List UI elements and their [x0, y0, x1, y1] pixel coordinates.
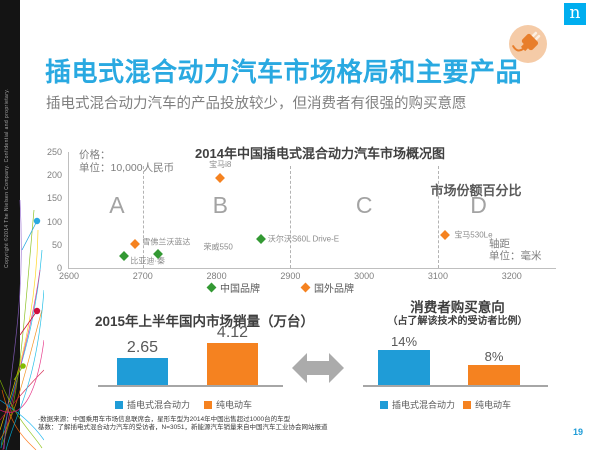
legend-item: 国外品牌: [300, 280, 354, 295]
scatter-chart-title: 2014年中国插电式混合动力汽车市场概况图: [195, 146, 445, 161]
legend-swatch: [204, 400, 213, 409]
legend-label: 插电式混合动力: [392, 400, 456, 410]
x-axis-tick: 2600: [58, 271, 80, 281]
y-axis-label-line: 单位：10,000人民币: [79, 162, 175, 174]
legend-swatch: [463, 400, 472, 409]
x-axis-label-line: 单位：毫米: [489, 250, 542, 262]
y-axis-label: 价格： 单位：10,000人民币: [79, 149, 174, 175]
scatter-point: [119, 251, 130, 262]
legend-label: 插电式混合动力: [127, 400, 191, 410]
scatter-legend: 中国品牌 国外品牌: [206, 280, 354, 295]
legend-swatch: [115, 400, 123, 409]
scatter-point-label: 宝马i8: [209, 159, 232, 169]
footnote: 基数：了解插电式混合动力汽车的受访者，N=3051，新能源汽车销量来自中国汽车工…: [38, 424, 328, 431]
scatter-point-label: 宝马530Le: [454, 230, 493, 240]
bar: [117, 358, 168, 385]
scatter-point-label: 荣威550: [203, 242, 233, 252]
footnote: -数据来源：中国乘用车市场信息联席会，星形车型为2014年中国出售超过1000台…: [38, 416, 291, 423]
x-axis-tick: 2900: [280, 271, 301, 281]
scatter-plot: 价格： 单位：10,000人民币 轴距 单位：毫米 市场份额百分比 2600 27…: [47, 147, 556, 281]
legend-label: 纯电动车: [216, 400, 253, 410]
copyright-text: Copyright ©2014 The Nielsen Company. Con…: [4, 88, 10, 268]
bar: [378, 350, 430, 385]
page-title: 插电式混合动力汽车市场格局和主要产品: [45, 57, 523, 87]
legend-label: 中国品牌: [220, 284, 260, 295]
plug-icon: [509, 25, 547, 63]
footnotes: -数据来源：中国乘用车市场信息联席会，星形车型为2014年中国出售超过1000台…: [38, 416, 538, 432]
scatter-point: [255, 234, 266, 245]
segment-divider-line: [437, 166, 439, 268]
y-axis-tick: 100: [46, 216, 62, 227]
scatter-point: [440, 229, 451, 240]
segment-label: D: [470, 192, 487, 218]
segment-label: C: [355, 192, 373, 218]
page-subtitle: 插电式混合动力汽车的产品投放较少，但消费者有很强的购买意愿: [46, 96, 467, 112]
intent-chart-title: 消费者购买意向: [410, 300, 505, 315]
bar-value-label: 2.65: [126, 339, 159, 356]
legend-diamond-swatch: [300, 282, 311, 293]
legend-item: 纯电动车: [463, 398, 511, 411]
x-axis-tick: 2700: [132, 271, 153, 281]
legend-item: 插电式混合动力: [115, 398, 190, 411]
scatter-point: [215, 172, 226, 183]
segment-label: A: [109, 192, 125, 218]
intent-chart-subtitle: （占了解该技术的受访者比例）: [387, 316, 528, 327]
y-axis-label-line: 价格：: [79, 149, 111, 161]
y-axis-tick: 200: [46, 170, 62, 181]
sidebar: Copyright ©2014 The Nielsen Company. Con…: [0, 0, 20, 450]
legend-item: 中国品牌: [206, 280, 260, 295]
segment-divider-line: [290, 166, 292, 268]
scatter-point: [130, 238, 141, 249]
sales-chart-title: 2015年上半年国内市场销量（万台）: [95, 314, 315, 329]
bar-value-label: 8%: [484, 349, 504, 364]
intent-chart-legend: 插电式混合动力 纯电动车: [380, 398, 511, 411]
market-share-annotation: 市场份额百分比: [430, 183, 522, 198]
sales-chart-legend: 插电式混合动力 纯电动车: [115, 398, 252, 411]
segment-divider-line: [142, 166, 144, 268]
legend-label: 国外品牌: [314, 284, 354, 295]
legend-diamond-swatch: [206, 282, 217, 293]
legend-item: 插电式混合动力: [380, 398, 455, 411]
x-axis-label-line: 轴距: [489, 238, 510, 250]
legend-item: 纯电动车: [204, 398, 252, 411]
sales-axis-line: [98, 385, 283, 387]
y-axis-tick: 250: [46, 147, 62, 157]
y-axis-tick: 150: [46, 193, 62, 204]
x-axis-label: 轴距 单位：毫米: [489, 238, 542, 262]
x-axis-tick: 2800: [206, 271, 227, 281]
bar-value-label: 4.12: [216, 324, 249, 341]
bar: [207, 343, 258, 385]
sales-bar-chart: 2015年上半年国内市场销量（万台） 插电式混合动力 纯电动车 2.65 4.12: [95, 310, 315, 415]
x-axis-tick: 3000: [354, 271, 375, 281]
x-axis-tick: 3200: [501, 271, 522, 281]
x-axis-tick: 3100: [427, 271, 448, 281]
scatter-point-label: 沃尔沃S60L Drive-E: [267, 234, 340, 244]
bar: [468, 365, 520, 385]
y-axis-tick: 50: [51, 239, 62, 250]
scatter-point-label: 比亚迪·秦: [130, 256, 165, 266]
scatter-point-label: 雪佛兰沃蓝达: [142, 237, 191, 247]
bar-value-label: 14%: [390, 334, 418, 349]
intent-bar-chart: 消费者购买意向 （占了解该技术的受访者比例） 插电式混合动力 纯电动车 14% 8%: [360, 296, 555, 416]
double-arrow-icon: [292, 353, 344, 383]
legend-label: 纯电动车: [475, 400, 512, 410]
page-number: 19: [572, 427, 583, 437]
legend-swatch: [380, 400, 388, 409]
y-axis-tick: 0: [56, 263, 62, 273]
nielsen-logo: n: [564, 3, 586, 25]
intent-axis-line: [363, 385, 548, 387]
segment-label: B: [212, 192, 228, 218]
